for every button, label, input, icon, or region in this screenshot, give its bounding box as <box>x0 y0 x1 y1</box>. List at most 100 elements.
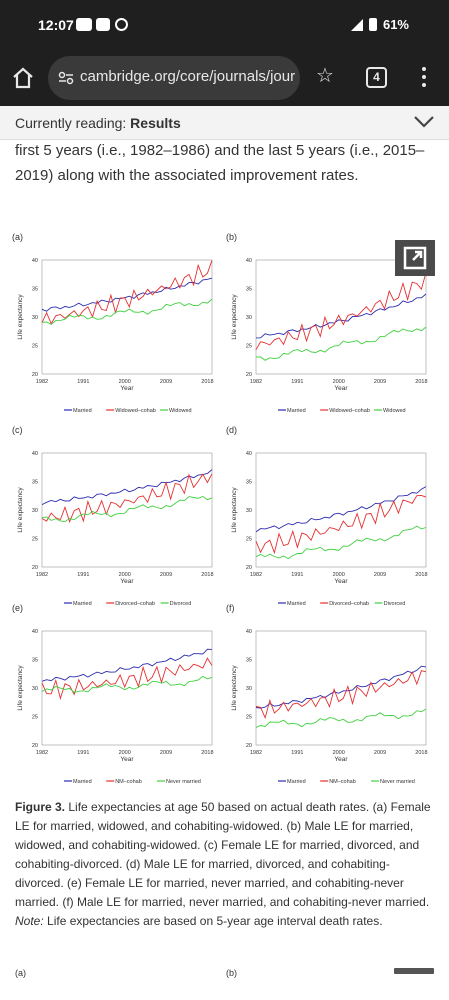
x-tick-label: 1991 <box>291 750 303 756</box>
reading-banner[interactable]: Currently reading: Results <box>0 106 449 140</box>
plot-frame <box>41 452 213 568</box>
plot-frame <box>255 259 427 375</box>
signal-icon <box>350 18 363 31</box>
y-tick-label: 25 <box>32 537 38 543</box>
chart-panel-c[interactable]: (c) 40 35 30 25 20 1982 1991 2000 2009 2018 Year Lif… <box>12 425 232 610</box>
expand-icon <box>403 246 427 270</box>
next-figure-label-left: (a) <box>15 968 26 978</box>
caption-note-text: Life expectancies are based on 5-year ag… <box>43 914 383 928</box>
y-axis-label: Life expectancy <box>17 665 24 711</box>
y-tick-label: 40 <box>32 629 38 635</box>
panel-label: (d) <box>226 425 237 435</box>
chart-panel-d[interactable]: (d) 40 35 30 25 20 1982 1991 2000 2009 2018 Year Lif… <box>226 425 446 610</box>
y-tick-label: 40 <box>32 258 38 264</box>
battery-level: 61% <box>382 17 409 32</box>
y-tick-label: 30 <box>32 508 38 514</box>
check-icon <box>115 18 128 31</box>
y-tick-label: 30 <box>246 686 252 692</box>
y-tick-label: 35 <box>32 658 38 664</box>
x-tick-label: 2000 <box>333 379 345 385</box>
message-icon <box>96 18 110 31</box>
x-tick-label: 2009 <box>374 572 386 578</box>
battery-icon <box>368 18 377 31</box>
chevron-down-icon[interactable] <box>413 115 435 129</box>
url-field[interactable]: cambridge.org/core/journals/jour <box>48 56 300 100</box>
x-axis-label: Year <box>120 385 134 392</box>
status-right: 61% <box>350 17 409 32</box>
expand-figure-button[interactable] <box>395 240 435 276</box>
browser-toolbar: cambridge.org/core/journals/jour ☆ 4 <box>0 50 449 106</box>
bookmark-star-icon[interactable]: ☆ <box>316 65 334 87</box>
series-line-3 <box>41 298 213 325</box>
series-line-2 <box>255 670 427 720</box>
x-axis-label: Year <box>334 385 348 392</box>
legend-entry: Never married <box>380 779 415 785</box>
x-axis-label: Year <box>334 756 348 763</box>
x-tick-label: 2009 <box>374 750 386 756</box>
series-line-3 <box>255 708 427 728</box>
panel-label: (f) <box>226 603 235 613</box>
plot-frame <box>41 259 213 375</box>
x-tick-label: 2009 <box>160 379 172 385</box>
article-paragraph: first 5 years (i.e., 1982–1986) and the … <box>15 142 425 184</box>
x-tick-label: 1982 <box>250 572 262 578</box>
caption-body: Life expectancies at age 50 based on act… <box>15 800 431 909</box>
chart-panel-f[interactable]: (f) 40 35 30 25 20 1982 1991 2000 2009 2018 Year Lif… <box>226 603 446 788</box>
x-tick-label: 2018 <box>201 379 213 385</box>
legend-entry: NM–cohab <box>115 779 142 785</box>
y-axis-label: Life expectancy <box>17 294 24 340</box>
reading-text: Currently reading: Results <box>15 115 181 131</box>
y-tick-label: 20 <box>246 372 252 378</box>
site-settings-icon[interactable] <box>58 71 74 85</box>
panel-label: (c) <box>12 425 23 435</box>
x-tick-label: 1991 <box>77 379 89 385</box>
caption-head: Figure 3. <box>15 800 66 814</box>
x-tick-label: 2018 <box>415 572 427 578</box>
panel-label: (b) <box>226 232 237 242</box>
x-axis-label: Year <box>120 578 134 585</box>
legend-entry: Married <box>73 601 92 607</box>
x-tick-label: 1982 <box>250 379 262 385</box>
y-tick-label: 35 <box>246 480 252 486</box>
series-line-2 <box>41 260 213 325</box>
legend-entry: Married <box>287 601 306 607</box>
y-tick-label: 25 <box>246 715 252 721</box>
series-line-1 <box>255 486 427 533</box>
chart-panel-b[interactable]: (b) 40 35 30 25 20 1982 1991 2000 2009 2018 Year Lif… <box>226 232 446 417</box>
x-tick-label: 2009 <box>160 572 172 578</box>
more-menu-icon[interactable] <box>417 67 431 89</box>
home-icon[interactable] <box>12 66 34 90</box>
x-tick-label: 2018 <box>201 572 213 578</box>
chart-panel-e[interactable]: (e) 40 35 30 25 20 1982 1991 2000 2009 2018 Year Lif… <box>12 603 232 788</box>
y-tick-label: 35 <box>246 287 252 293</box>
legend-entry: Widowed <box>169 408 192 414</box>
series-line-1 <box>255 665 427 709</box>
scroll-indicator[interactable] <box>394 968 434 974</box>
legend-entry: Widowed–cohab <box>329 408 370 414</box>
series-line-1 <box>41 469 213 506</box>
x-tick-label: 1991 <box>291 379 303 385</box>
y-tick-label: 20 <box>32 743 38 749</box>
x-axis-label: Year <box>120 756 134 763</box>
x-tick-label: 2000 <box>333 750 345 756</box>
figure-caption: Figure 3. Life expectancies at age 50 ba… <box>15 798 435 931</box>
series-line-3 <box>41 675 213 693</box>
legend-entry: Widowed <box>383 408 406 414</box>
legend-entry: Never married <box>166 779 201 785</box>
y-tick-label: 30 <box>246 508 252 514</box>
status-bar: 12:07 61% <box>0 0 449 50</box>
reading-section: Results <box>130 115 181 131</box>
series-line-3 <box>255 525 427 560</box>
series-line-2 <box>255 272 427 350</box>
chart-panel-a[interactable]: (a) 40 35 30 25 20 1982 1991 2000 2009 2018 Year Lif… <box>12 232 232 417</box>
legend-entry: Divorced <box>384 601 406 607</box>
legend-entry: Divorced–cohab <box>115 601 155 607</box>
x-tick-label: 2000 <box>119 379 131 385</box>
next-figure-label-right: (b) <box>226 968 237 978</box>
x-tick-label: 2009 <box>374 379 386 385</box>
y-tick-label: 40 <box>246 451 252 457</box>
tab-switcher-button[interactable]: 4 <box>366 67 387 88</box>
